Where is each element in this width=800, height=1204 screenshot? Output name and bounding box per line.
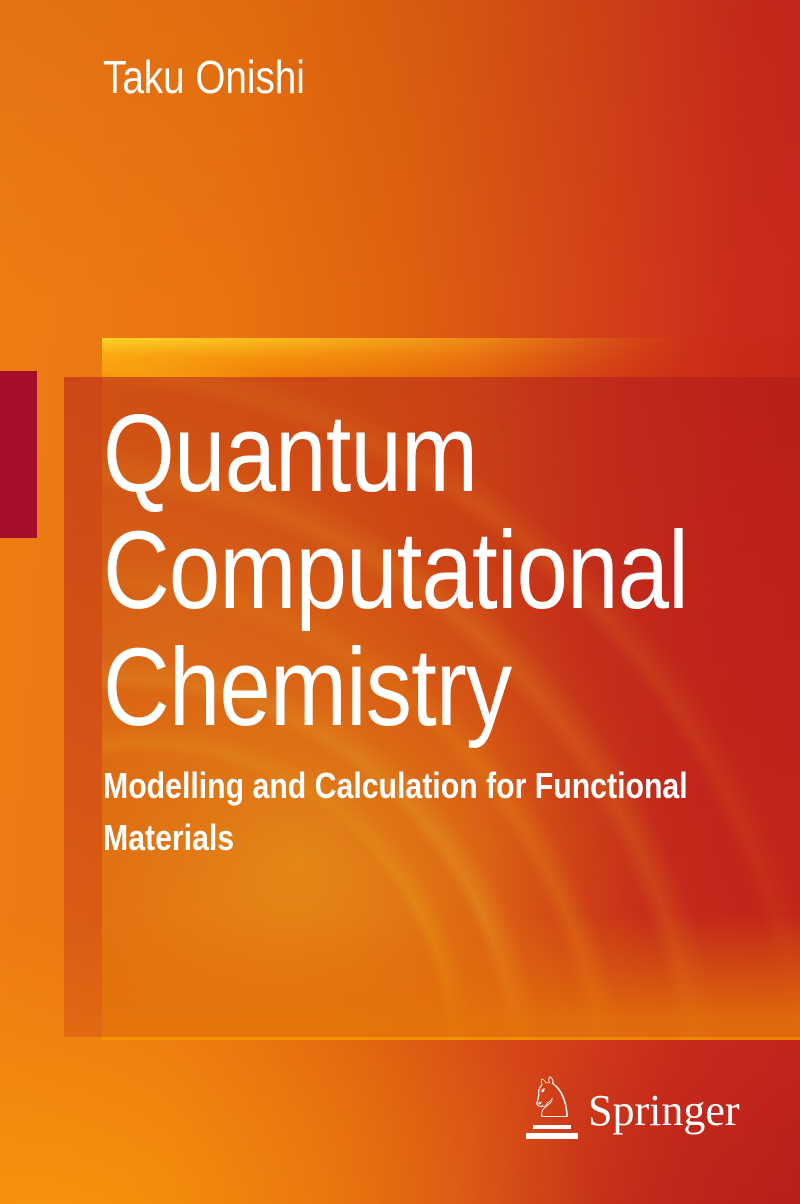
title-line-1: Quantum — [103, 392, 478, 515]
book-subtitle: Modelling and Calculation for Functional… — [103, 760, 688, 864]
title-line-2: Computational — [103, 509, 689, 632]
publisher-wordmark: Springer — [588, 1085, 740, 1135]
accent-bar — [0, 371, 37, 538]
book-title: Quantum Computational Chemistry — [103, 392, 689, 749]
title-line-3: Chemistry — [103, 626, 512, 749]
subtitle-line-1: Modelling and Calculation for Functional — [103, 765, 688, 806]
springer-horse-icon: ♘ — [526, 1066, 578, 1139]
horse-knight-glyph: ♘ — [526, 1066, 578, 1131]
title-panel — [64, 377, 800, 1037]
author-name: Taku Onishi — [103, 51, 305, 103]
springer-logo: ♘ Springer — [526, 1066, 740, 1139]
logo-pedestal-wide-bar — [526, 1132, 578, 1139]
subtitle-line-2: Materials — [103, 817, 235, 858]
logo-pedestal-thin-bar — [533, 1124, 571, 1129]
